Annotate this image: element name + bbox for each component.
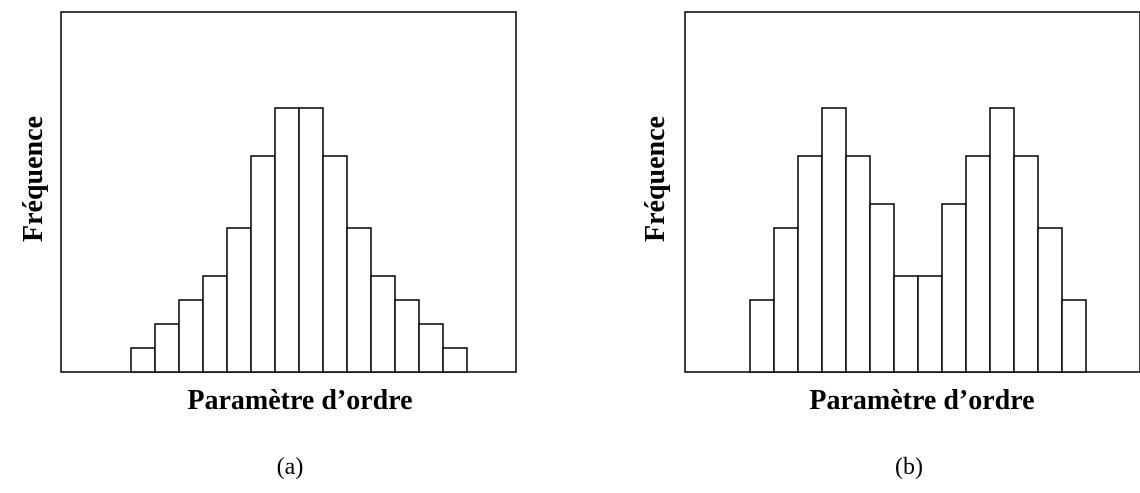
histogram-bar — [1013, 155, 1039, 373]
histogram-a-svg — [60, 11, 517, 373]
histogram-bar — [845, 155, 871, 373]
histogram-bar — [1037, 227, 1063, 373]
histogram-bar — [202, 275, 228, 373]
histogram-bar — [773, 227, 799, 373]
histogram-bar — [370, 275, 396, 373]
histogram-bar — [989, 107, 1015, 373]
histogram-bar — [749, 299, 775, 373]
x-axis-label: Paramètre d’ordre — [809, 385, 1035, 416]
histogram-b-svg — [684, 11, 1140, 373]
histogram-bar — [893, 275, 919, 373]
histogram-bar — [274, 107, 300, 373]
histogram-bar — [1061, 299, 1087, 373]
histogram-bar — [442, 347, 468, 373]
histogram-bar — [322, 155, 348, 373]
histogram-panel-b: Fréquence Paramètre d’ordre (b) — [622, 0, 1140, 493]
histogram-bar — [869, 203, 895, 373]
histogram-bar — [418, 323, 444, 373]
histogram-panel-a: Fréquence Paramètre d’ordre (a) — [0, 0, 560, 493]
histogram-bar — [965, 155, 991, 373]
panel-caption: (b) — [895, 454, 923, 480]
histogram-bar — [226, 227, 252, 373]
histogram-bar — [394, 299, 420, 373]
histogram-bar — [178, 299, 204, 373]
histogram-bar — [130, 347, 156, 373]
histogram-bar — [250, 155, 276, 373]
histogram-bar — [917, 275, 943, 373]
x-axis-label: Paramètre d’ordre — [187, 385, 413, 416]
histogram-bar — [797, 155, 823, 373]
histogram-bar — [941, 203, 967, 373]
histogram-bar — [346, 227, 372, 373]
y-axis-label: Fréquence — [640, 116, 671, 242]
panel-caption: (a) — [276, 454, 304, 480]
histogram-bar — [154, 323, 180, 373]
y-axis-label: Fréquence — [18, 116, 49, 242]
histogram-bar — [298, 107, 324, 373]
histogram-bar — [821, 107, 847, 373]
